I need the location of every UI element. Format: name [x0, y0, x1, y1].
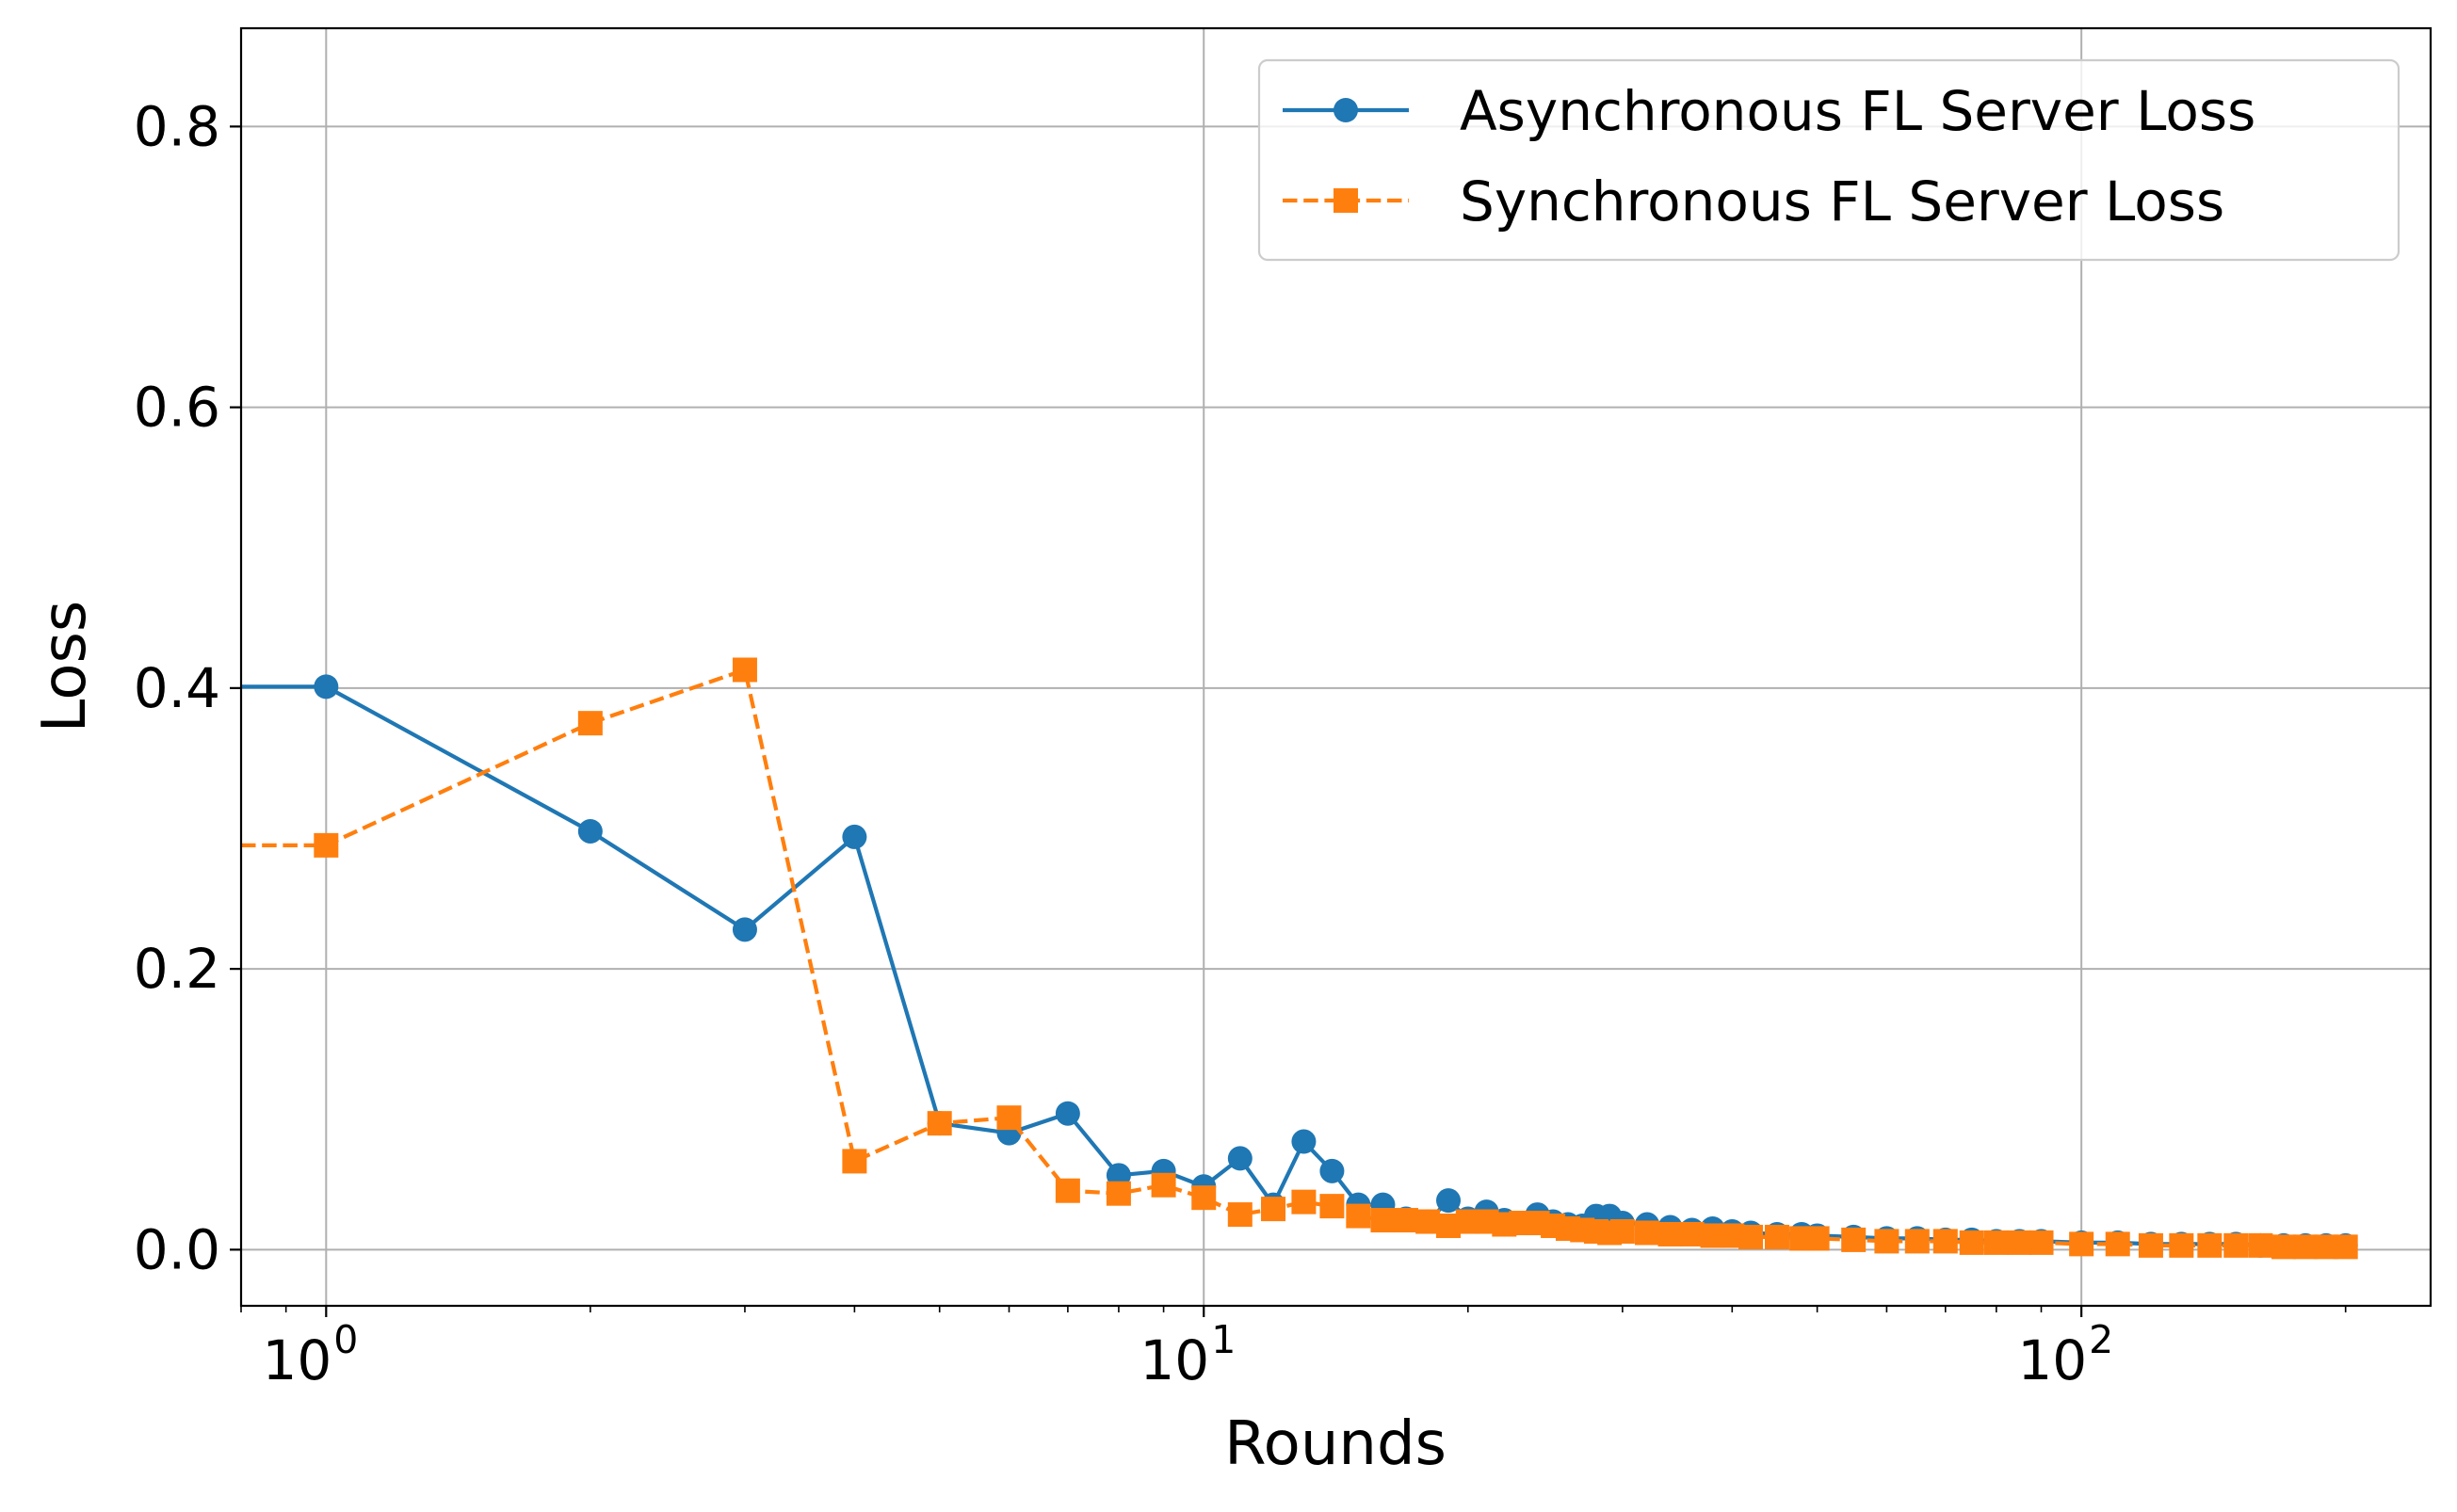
data-point: [2271, 1234, 2296, 1260]
data-point: [577, 711, 603, 736]
data-point: [2169, 1232, 2194, 1258]
y-tick-label: 0.8: [134, 94, 220, 158]
data-point: [1657, 1221, 1683, 1247]
data-point: [1415, 1209, 1441, 1234]
data-point: [2293, 1234, 2319, 1260]
data-point: [314, 674, 339, 700]
data-point: [1106, 1181, 1131, 1206]
legend: Asynchronous FL Server Loss Synchronous …: [1257, 58, 2400, 262]
data-point: [1370, 1208, 1396, 1233]
data-point: [1319, 1194, 1345, 1219]
data-point: [1904, 1229, 1930, 1254]
x-tick-label-base: 10: [2017, 1328, 2087, 1392]
series-sync: [241, 657, 2358, 1260]
plot-frame: [239, 26, 2433, 1308]
data-point: [1227, 1202, 1253, 1228]
data-point: [1346, 1203, 1371, 1229]
data-point: [1804, 1226, 1830, 1251]
x-tick-label-base: 10: [1140, 1328, 1209, 1392]
data-point: [577, 818, 603, 844]
tick-layer: 0.00.20.40.60.810 0 10 1 10 2: [134, 94, 2347, 1392]
data-point: [1932, 1229, 1958, 1254]
data-point: [1261, 1197, 1286, 1222]
data-point: [842, 1149, 867, 1174]
data-point: [1055, 1178, 1080, 1203]
x-axis-label: Rounds: [1224, 1409, 1447, 1479]
series-async: [241, 674, 2358, 1258]
data-point: [1874, 1229, 1899, 1254]
y-tick-label: 0.0: [134, 1217, 220, 1281]
data-point: [1764, 1224, 1789, 1249]
data-point: [842, 824, 867, 849]
legend-box: [1257, 58, 2400, 262]
data-point: [927, 1111, 952, 1136]
data-point: [1679, 1221, 1705, 1247]
data-point: [2007, 1230, 2032, 1255]
data-point: [1841, 1227, 1867, 1252]
legend-marker-async: [1334, 98, 1358, 122]
legend-label-async: Asynchronous FL Server Loss: [1460, 79, 2255, 143]
data-point: [732, 917, 757, 942]
data-point: [1291, 1189, 1317, 1214]
data-point: [2197, 1232, 2223, 1258]
y-axis-label: Loss: [30, 601, 100, 732]
data-point: [1227, 1146, 1253, 1171]
data-point: [996, 1105, 1022, 1131]
data-point: [2105, 1231, 2130, 1257]
data-point: [1291, 1129, 1317, 1154]
legend-label-sync: Synchronous FL Server Loss: [1460, 169, 2224, 233]
data-point: [2138, 1232, 2163, 1258]
y-tick-label: 0.2: [134, 937, 220, 1001]
y-tick-label: 0.4: [134, 656, 220, 720]
series-layer: [241, 657, 2358, 1260]
data-point: [1393, 1208, 1418, 1233]
data-point: [1983, 1230, 2009, 1255]
data-point: [1609, 1218, 1635, 1244]
data-point: [1191, 1185, 1217, 1211]
data-point: [1319, 1158, 1345, 1183]
data-point: [1151, 1172, 1176, 1198]
y-tick-label: 0.6: [134, 376, 220, 440]
data-point: [1634, 1220, 1659, 1246]
x-tick-label-exponent: 0: [333, 1317, 358, 1362]
data-point: [1738, 1224, 1764, 1249]
data-point: [732, 657, 757, 683]
data-point: [2069, 1231, 2094, 1257]
x-tick-label-exponent: 2: [2089, 1317, 2113, 1362]
x-tick-label-exponent: 1: [1211, 1317, 1236, 1362]
data-point: [1436, 1188, 1462, 1214]
data-point: [1959, 1230, 1984, 1255]
data-point: [314, 832, 339, 858]
data-point: [2029, 1230, 2054, 1255]
data-point: [2333, 1234, 2358, 1260]
data-point: [2223, 1232, 2249, 1258]
data-point: [2248, 1232, 2273, 1258]
data-point: [1055, 1101, 1080, 1126]
legend-marker-sync: [1334, 188, 1358, 213]
x-tick-label-base: 10: [262, 1328, 331, 1392]
series-line: [241, 684, 2346, 1248]
